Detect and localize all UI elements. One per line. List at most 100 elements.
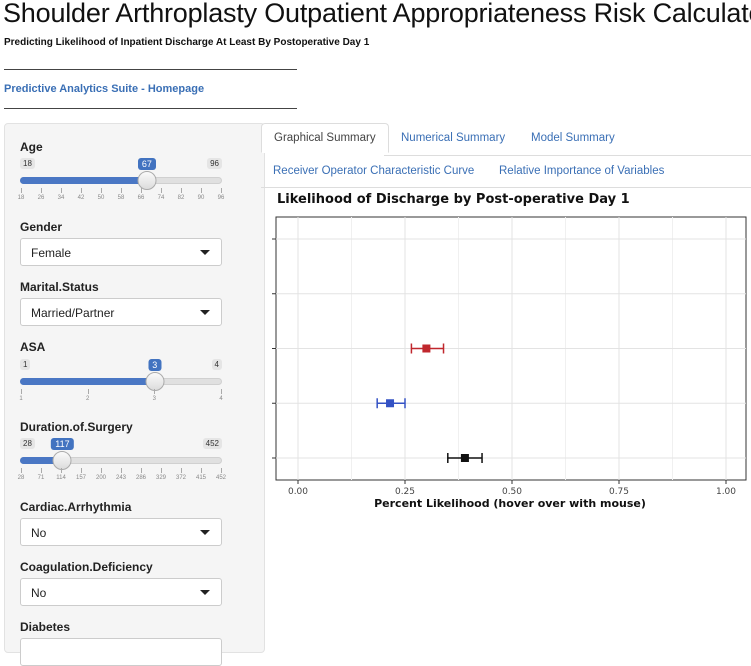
- slider-tick: [41, 188, 42, 193]
- slider-tick-label: 96: [217, 195, 225, 201]
- age-slider-value: 67: [137, 158, 156, 170]
- slider-tick-label: 452: [215, 475, 227, 481]
- divider: [4, 108, 297, 109]
- cardiac-arrhythmia-select-value: No: [31, 526, 47, 540]
- sidebar-panel: Age 18 96 67 18 26 34 42 50 58 66 74 82 90 96 Gend…: [4, 123, 265, 666]
- age-slider-fill: [20, 177, 147, 184]
- slider-tick: [21, 468, 22, 473]
- slider-tick-label: 157: [75, 475, 87, 481]
- slider-tick: [121, 188, 122, 193]
- duration-slider-ticks: 28 71 114 157 200 243 286 329 372 415 452: [17, 468, 226, 482]
- slider-tick: [21, 188, 22, 193]
- slider-tick-label: 58: [117, 195, 125, 201]
- slider-tick: [81, 188, 82, 193]
- chart-x-axis-label: Percent Likelihood (hover over with mous…: [374, 497, 646, 510]
- slider-tick: [201, 188, 202, 193]
- x-tick-label: 0.75: [609, 487, 629, 497]
- coagulation-deficiency-label: Coagulation.Deficiency: [20, 560, 153, 574]
- slider-tick: [41, 468, 42, 473]
- tab-divider: [261, 187, 751, 188]
- slider-tick-label: 243: [115, 475, 127, 481]
- tab-numerical-summary[interactable]: Numerical Summary: [401, 132, 506, 144]
- slider-tick-label: 26: [37, 195, 45, 201]
- page-title: Shoulder Arthroplasty Outpatient Appropr…: [3, 0, 751, 28]
- chart-title: Likelihood of Discharge by Post-operativ…: [277, 192, 630, 207]
- coagulation-deficiency-select-value: No: [31, 586, 47, 600]
- age-slider-ticks: 18 26 34 42 50 58 66 74 82 90 96: [18, 188, 225, 202]
- marital-status-select-value: Married/Partner: [31, 306, 115, 320]
- slider-tick: [101, 468, 102, 473]
- x-tick-label: 1.00: [716, 487, 736, 497]
- gender-select-value: Female: [31, 246, 72, 260]
- slider-tick: [154, 389, 156, 394]
- slider-tick: [221, 188, 222, 193]
- x-tick-label: 0.50: [502, 487, 522, 497]
- slider-tick: [87, 389, 89, 394]
- asa-slider-fill: [20, 378, 155, 385]
- slider-tick-label: 66: [137, 195, 145, 201]
- slider-tick-label: 50: [97, 195, 105, 201]
- duration-of-surgery-label: Duration.of.Surgery: [20, 420, 133, 434]
- slider-tick-label: 34: [57, 195, 65, 201]
- duration-slider-min: 28: [20, 438, 35, 449]
- slider-tick: [181, 188, 182, 193]
- age-slider-handle[interactable]: [137, 171, 157, 190]
- asa-slider-ticks: 1 2 3 4: [19, 389, 223, 403]
- slider-tick: [61, 188, 62, 193]
- slider-tick: [61, 468, 62, 473]
- age-slider-max: 96: [207, 158, 222, 169]
- tab-graphical-summary[interactable]: Graphical Summary: [261, 123, 389, 153]
- marital-status-label: Marital.Status: [20, 280, 99, 294]
- slider-tick: [81, 468, 82, 473]
- asa-slider[interactable]: 1 4 3 1 2 3 4: [19, 359, 223, 419]
- age-slider[interactable]: 18 96 67 18 26 34 42 50 58 66 74 82 90 96: [18, 158, 225, 218]
- slider-tick: [201, 468, 202, 473]
- data-point: [460, 454, 469, 462]
- slider-tick-label: 74: [157, 195, 165, 201]
- asa-slider-value: 3: [148, 359, 162, 371]
- age-label: Age: [20, 140, 43, 154]
- tab-roc-curve[interactable]: Receiver Operator Characteristic Curve: [273, 165, 475, 177]
- slider-tick: [161, 468, 162, 473]
- slider-tick: [161, 188, 162, 193]
- duration-slider-handle[interactable]: [52, 451, 72, 470]
- duration-slider-value: 117: [51, 438, 74, 450]
- slider-tick-label: 4: [219, 396, 223, 402]
- plot-panel: [275, 216, 747, 481]
- slider-tick-label: 42: [77, 195, 85, 201]
- asa-slider-min: 1: [20, 359, 31, 370]
- slider-tick-label: 1: [19, 396, 23, 402]
- slider-tick-label: 200: [95, 475, 107, 481]
- divider: [4, 69, 297, 70]
- data-point: [422, 344, 431, 353]
- marital-status-select[interactable]: Married/Partner: [20, 298, 222, 326]
- slider-tick: [221, 468, 222, 473]
- homepage-link[interactable]: Predictive Analytics Suite - Homepage: [4, 83, 205, 95]
- slider-tick-label: 28: [17, 475, 25, 481]
- tab-model-summary[interactable]: Model Summary: [531, 132, 615, 144]
- slider-tick-label: 286: [135, 475, 147, 481]
- slider-tick-label: 3: [152, 396, 156, 402]
- x-tick-label: 0.25: [395, 487, 415, 497]
- duration-of-surgery-slider[interactable]: 28 452 117 28 71 114 157 200 243 286 329 372 415 4…: [17, 438, 226, 498]
- duration-slider-max: 452: [202, 438, 222, 449]
- slider-tick: [141, 468, 142, 473]
- slider-tick-label: 82: [177, 195, 185, 201]
- slider-tick: [121, 468, 122, 473]
- coagulation-deficiency-select[interactable]: No: [20, 578, 222, 606]
- cardiac-arrhythmia-select[interactable]: No: [20, 518, 222, 546]
- age-slider-min: 18: [20, 158, 35, 169]
- x-tick-label: 0.00: [288, 487, 308, 497]
- diabetes-select[interactable]: [20, 638, 222, 666]
- slider-tick: [21, 389, 22, 394]
- chevron-down-icon: [200, 250, 210, 255]
- slider-tick-label: 329: [155, 475, 167, 481]
- duration-slider-fill: [20, 457, 63, 464]
- diabetes-label: Diabetes: [20, 620, 71, 634]
- asa-slider-max: 4: [211, 359, 222, 370]
- slider-tick-label: 90: [197, 195, 205, 201]
- slider-tick: [181, 468, 182, 473]
- gender-select[interactable]: Female: [20, 238, 222, 266]
- tab-relative-importance[interactable]: Relative Importance of Variables: [499, 165, 665, 177]
- chevron-down-icon: [200, 310, 210, 315]
